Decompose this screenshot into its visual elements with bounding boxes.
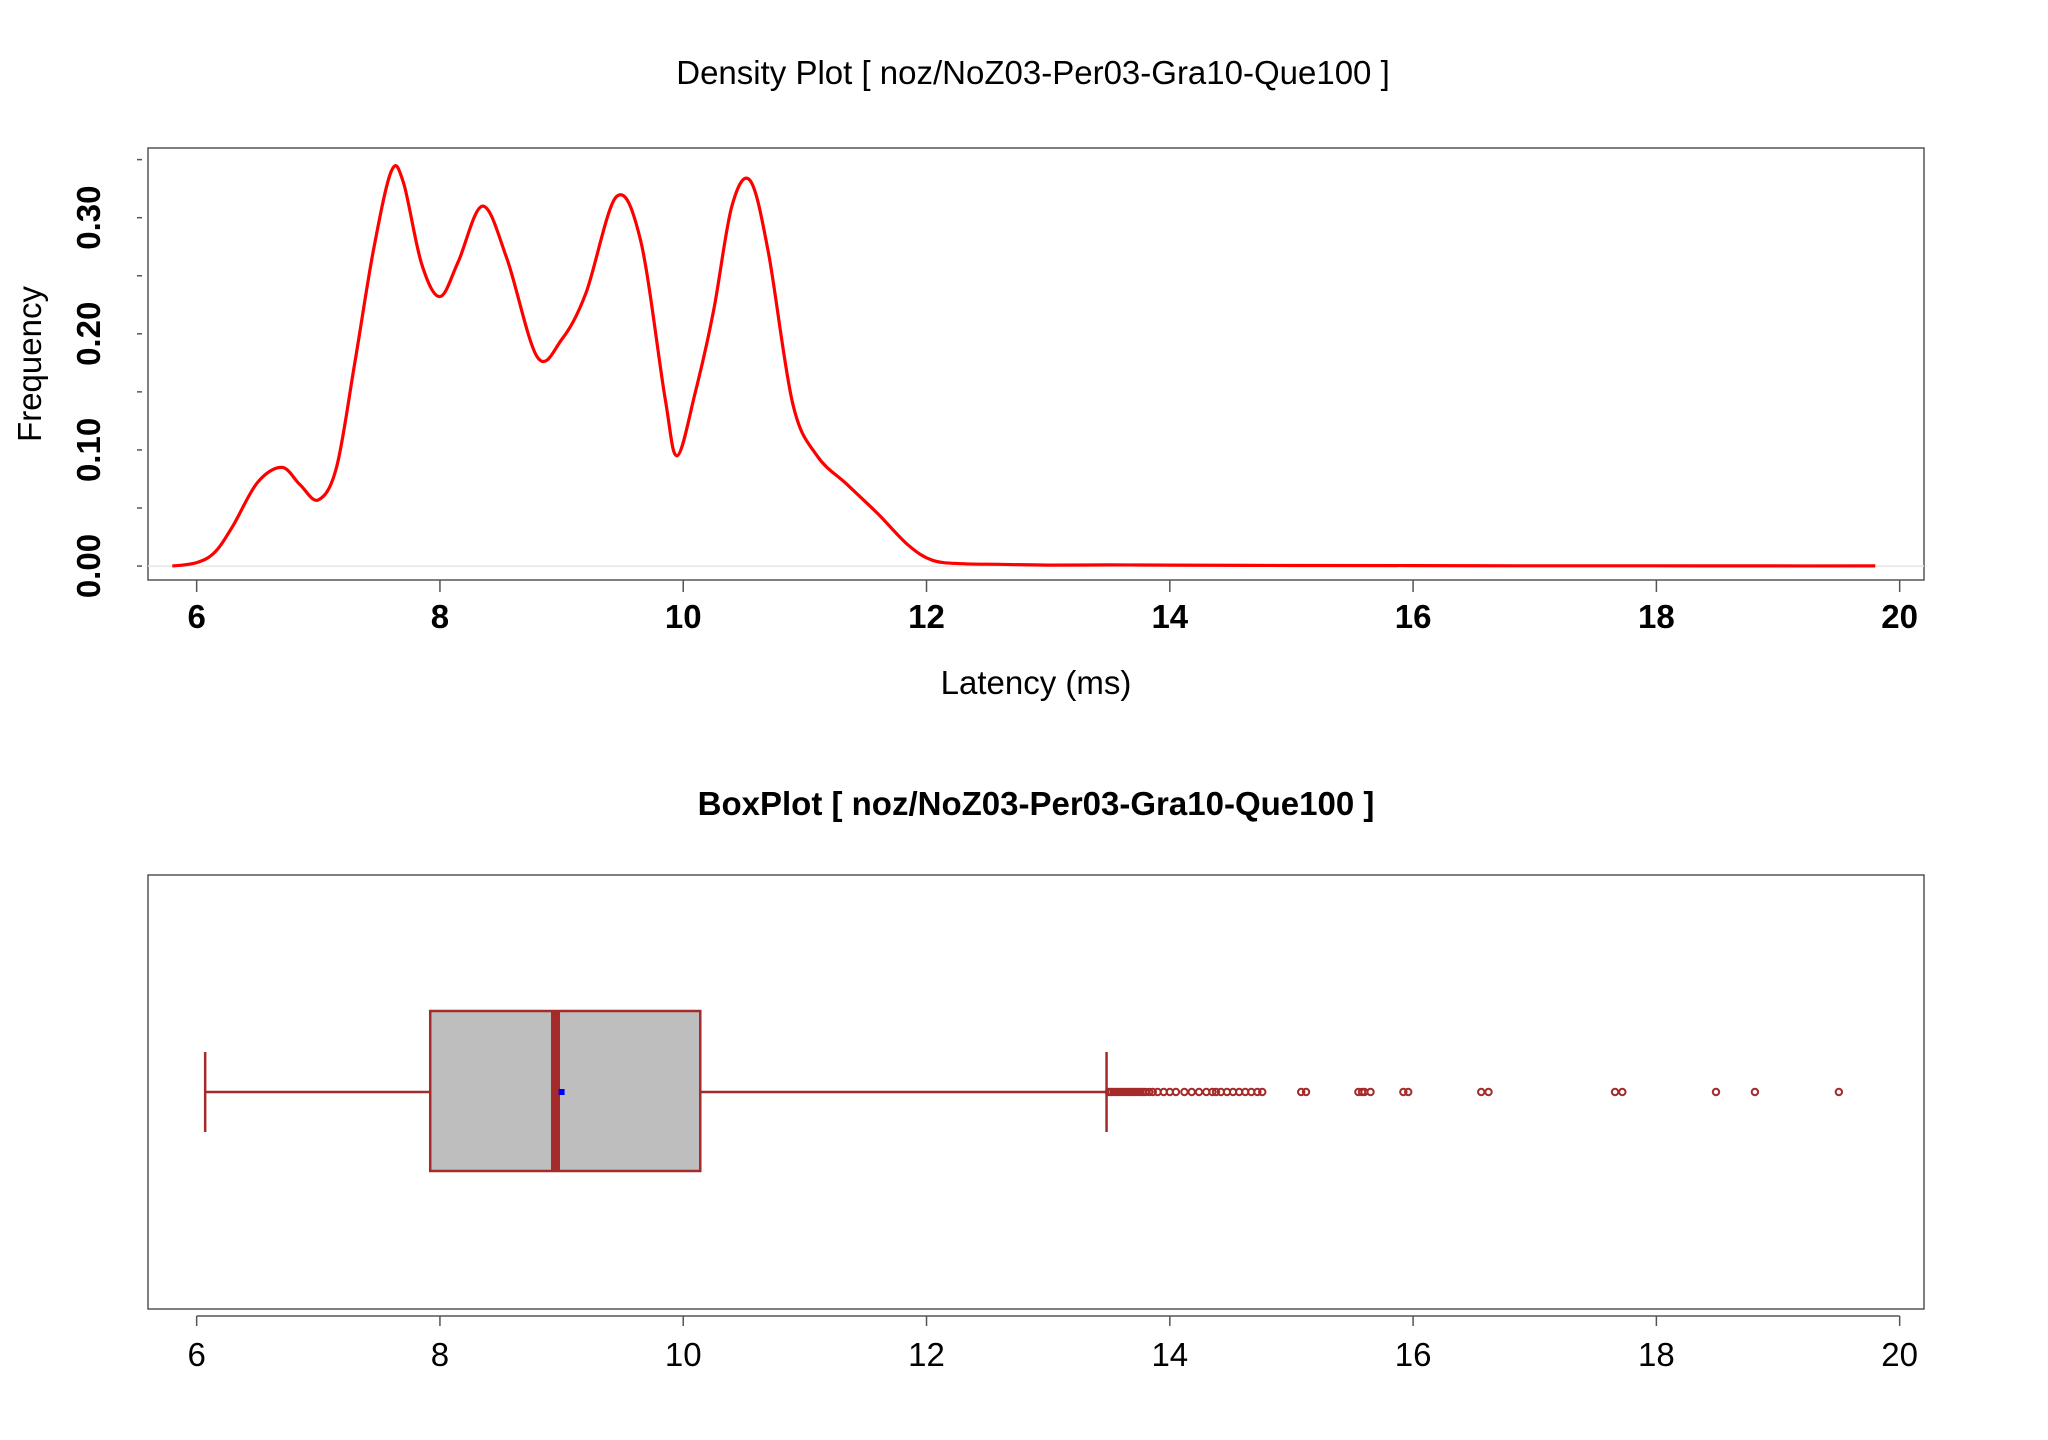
box-x-tick-label: 8 [431, 1336, 449, 1373]
density-x-tick-label: 6 [187, 598, 205, 635]
density-title: Density Plot [ noz/NoZ03-Per03-Gra10-Que… [676, 54, 1390, 91]
box-x-axis: 6 8 10 12 14 16 18 20 [187, 1315, 1918, 1373]
box-outlier-point [1211, 1087, 1221, 1097]
box-outlier-point [1366, 1087, 1375, 1097]
box-elements [203, 1009, 1108, 1173]
box-x-tick-label: 16 [1395, 1336, 1432, 1373]
box-outlier-point [1404, 1087, 1413, 1097]
density-x-tick-label: 16 [1395, 598, 1432, 635]
density-y-label: Frequency [11, 286, 48, 442]
box-title: BoxPlot [ noz/NoZ03-Per03-Gra10-Que100 ] [698, 785, 1375, 822]
box-chart: BoxPlot [ noz/NoZ03-Per03-Gra10-Que100 ]… [147, 785, 1925, 1373]
box-outlier-point [1171, 1087, 1181, 1097]
box-outlier-point [1301, 1087, 1311, 1097]
box-outlier-point [1258, 1087, 1267, 1097]
box-outlier-point [1610, 1087, 1620, 1097]
box-x-tick-label: 18 [1638, 1336, 1675, 1373]
density-x-label: Latency (ms) [941, 664, 1132, 701]
box-frame [147, 874, 1925, 1310]
box-outliers [1104, 1087, 1844, 1097]
box-outlier-point [1711, 1087, 1721, 1097]
box-outlier-point [1208, 1087, 1217, 1097]
density-chart: Density Plot [ noz/NoZ03-Per03-Gra10-Que… [11, 54, 1925, 701]
box-outlier-point [1750, 1087, 1760, 1097]
density-y-tick-label: 0.10 [70, 418, 107, 482]
box-outlier-point [1477, 1087, 1486, 1097]
density-y-tick-label: 0.20 [70, 302, 107, 366]
box-x-tick-label: 6 [187, 1336, 205, 1373]
box-outlier-point [1484, 1087, 1493, 1097]
box-x-tick-label: 20 [1881, 1336, 1918, 1373]
box-outlier-point [1834, 1087, 1844, 1097]
box-outlier-point [1194, 1087, 1204, 1097]
box-outlier-point [1253, 1087, 1262, 1097]
box-outlier-point [1296, 1087, 1306, 1097]
density-x-tick-label: 10 [665, 598, 702, 635]
box-outlier-point [1187, 1087, 1196, 1097]
density-y-tick-label: 0.30 [70, 186, 107, 250]
density-frame [147, 147, 1925, 581]
box-outlier-point [1148, 1087, 1157, 1097]
box-outlier-point [1618, 1087, 1627, 1097]
density-y-axis: 0.00 0.10 0.20 0.30 [70, 158, 142, 598]
density-x-tick-label: 14 [1151, 598, 1188, 635]
density-x-tick-label: 12 [908, 598, 945, 635]
box-iqr [428, 1009, 702, 1173]
box-outlier-point [1144, 1087, 1154, 1097]
density-line [172, 164, 1876, 568]
density-y-tick-label: 0.00 [70, 534, 107, 598]
box-mean-marker [558, 1089, 565, 1095]
density-x-tick-label: 8 [431, 598, 449, 635]
box-outlier-point [1180, 1087, 1189, 1097]
box-x-tick-label: 12 [908, 1336, 945, 1373]
density-x-tick-label: 20 [1881, 598, 1918, 635]
box-outlier-point [1399, 1087, 1408, 1097]
density-x-tick-label: 18 [1638, 598, 1675, 635]
density-x-axis: 6 8 10 12 14 16 18 20 [187, 580, 1918, 635]
box-x-tick-label: 10 [665, 1336, 702, 1373]
box-x-tick-label: 14 [1151, 1336, 1188, 1373]
